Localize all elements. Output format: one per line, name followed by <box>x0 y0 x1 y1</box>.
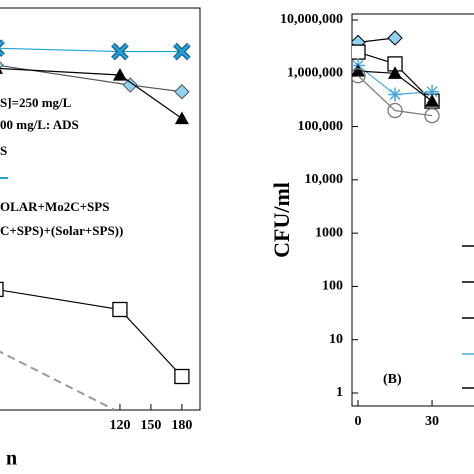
marker <box>0 40 5 57</box>
legend-text: S <box>0 143 7 158</box>
legend-text: S]=250 mg/L <box>0 95 72 110</box>
series-line <box>357 75 433 117</box>
legend-stubs <box>462 245 474 389</box>
y-tick-label: 10 <box>329 332 343 347</box>
x-tick-label: 30 <box>425 414 439 429</box>
marker <box>0 68 3 74</box>
x-tick-label: 120 <box>109 418 130 433</box>
y-tick-label: 10,000,000 <box>280 12 343 27</box>
y-tick-label: 1000 <box>315 225 343 240</box>
marker <box>174 111 189 125</box>
marker <box>352 68 366 84</box>
marker <box>0 61 4 69</box>
marker <box>111 43 128 60</box>
marker <box>173 43 190 60</box>
series-line <box>0 350 116 410</box>
y-tick-label: 10,000 <box>305 172 344 187</box>
legend-text: 00 mg/L: ADS <box>0 117 79 132</box>
marker <box>387 102 403 119</box>
axes-frame <box>0 7 201 411</box>
marker <box>425 94 440 107</box>
marker <box>424 108 440 124</box>
axes-frame <box>351 13 474 407</box>
legend-text: C+SPS)+(Solar+SPS)) <box>0 223 123 238</box>
series-line <box>0 289 183 377</box>
marker <box>0 281 4 298</box>
annotation: (B) <box>383 372 402 387</box>
marker <box>425 84 440 99</box>
marker <box>352 44 366 60</box>
series-line <box>0 67 183 120</box>
legend-text: OLAR+Mo2C+SPS <box>0 199 109 214</box>
y-tick-label: 1 <box>336 385 343 400</box>
x-tick-label: 180 <box>171 418 192 433</box>
series-line <box>0 47 182 53</box>
marker <box>174 84 190 100</box>
marker <box>122 77 138 93</box>
marker <box>112 301 128 318</box>
y-tick-label: 100 <box>322 279 343 294</box>
x-tick-label: 150 <box>140 418 161 433</box>
marker <box>112 68 127 81</box>
x-tick-label: 0 <box>355 414 362 429</box>
marker <box>352 64 365 77</box>
plot-area <box>0 39 191 410</box>
marker <box>388 87 403 102</box>
marker <box>388 66 403 79</box>
y-tick-label: 1,000,000 <box>287 66 343 81</box>
plot-area <box>352 30 440 124</box>
y-tick-label: 100,000 <box>298 119 344 134</box>
y-axis-label: CFU/ml <box>269 182 294 258</box>
marker <box>174 368 190 385</box>
series-line <box>0 64 182 93</box>
marker <box>387 30 403 46</box>
x-axis-label: n <box>6 448 17 470</box>
